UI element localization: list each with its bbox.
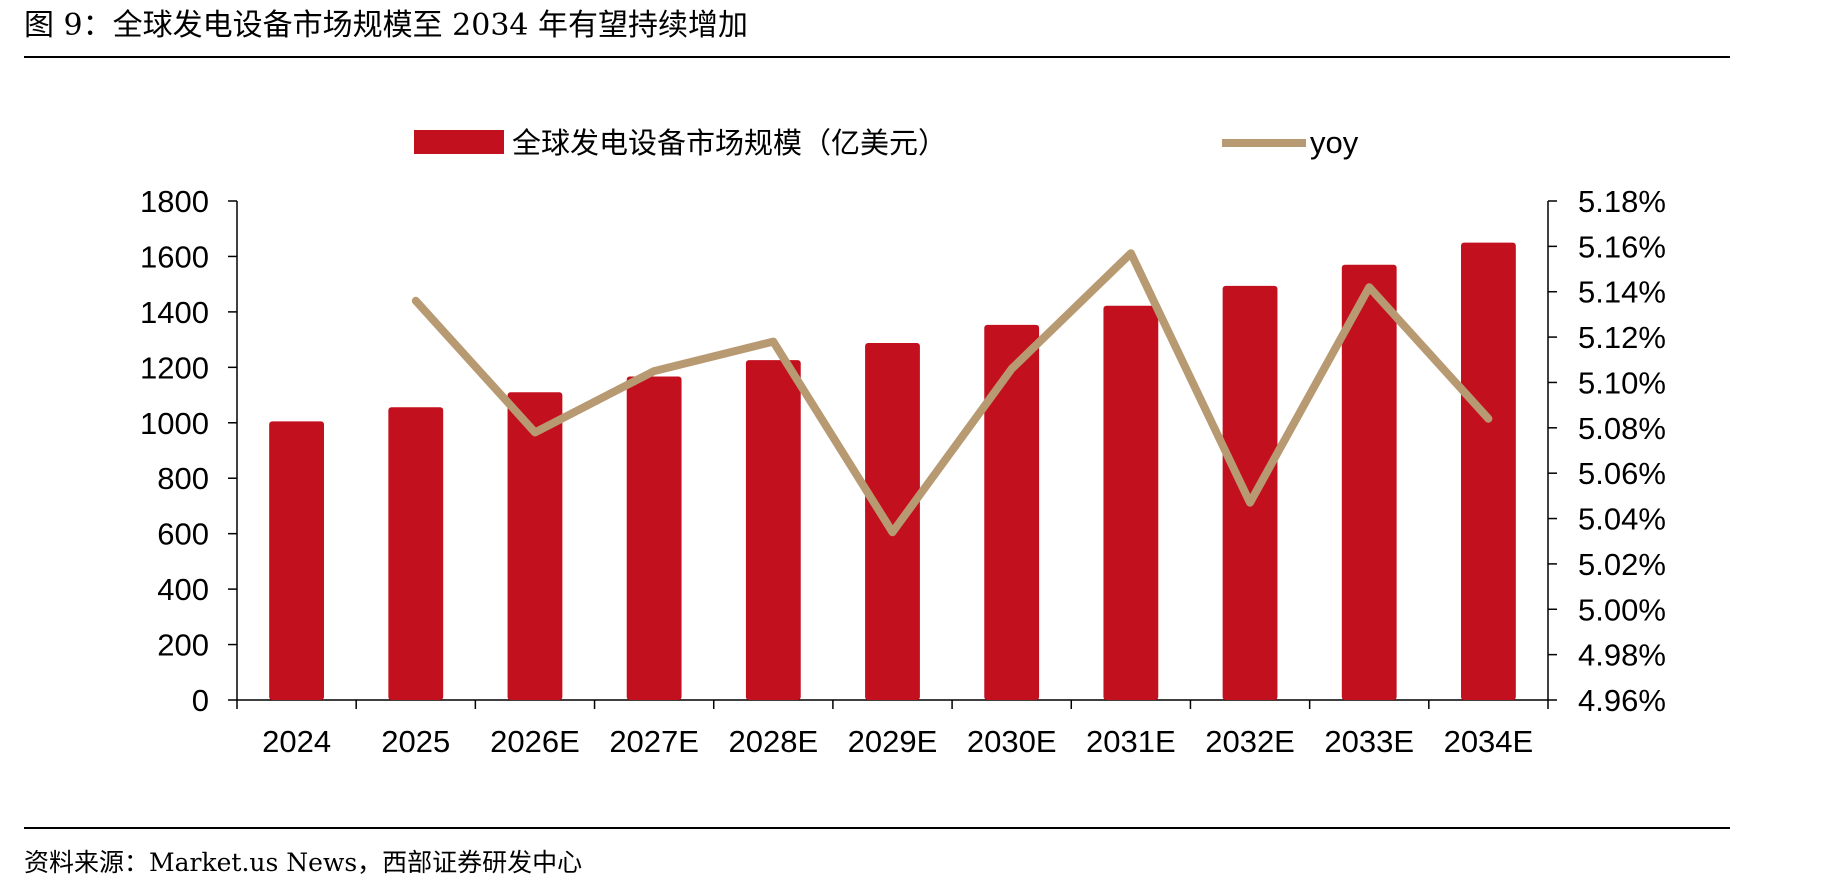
bar	[1103, 305, 1159, 700]
x-tick-label: 2034E	[1444, 724, 1534, 759]
y-right-tick-label: 5.08%	[1578, 411, 1666, 446]
bar	[269, 421, 325, 700]
legend-swatch-market-size	[414, 130, 504, 154]
y-left-tick-label: 1400	[140, 295, 209, 330]
bar	[388, 407, 444, 700]
yoy-point	[533, 431, 536, 434]
yoy-point	[1249, 501, 1252, 504]
bar	[507, 392, 563, 700]
y-left-tick-label: 400	[157, 572, 209, 607]
figure-title: 图 9：全球发电设备市场规模至 2034 年有望持续增加	[24, 8, 749, 43]
y-left-tick-label: 1000	[140, 406, 209, 441]
x-axis-labels: 2024 2025 2026E 2027E 2028E 2029E 2030E 2031E 20…	[262, 724, 1533, 759]
yoy-point	[1487, 417, 1490, 420]
x-tick-label: 2024	[262, 724, 331, 759]
y-right-tick-label: 5.18%	[1578, 184, 1666, 219]
x-tick-label: 2028E	[728, 724, 818, 759]
chart: 全球发电设备市场规模（亿美元） yoy 0 200 400 600 800 1000 120…	[140, 125, 1666, 759]
x-tick-label: 2033E	[1324, 724, 1414, 759]
y-right-tick-label: 5.06%	[1578, 456, 1666, 491]
x-tick-label: 2027E	[609, 724, 699, 759]
x-tick-label: 2029E	[848, 724, 938, 759]
y-left-tick-label: 0	[192, 683, 209, 718]
x-tick-label: 2032E	[1205, 724, 1295, 759]
bar	[1460, 242, 1516, 701]
y-left-tick-label: 200	[157, 628, 209, 663]
yoy-point	[891, 531, 894, 534]
bar	[745, 360, 801, 700]
legend-label-yoy: yoy	[1310, 125, 1359, 160]
y-right-tick-label: 4.96%	[1578, 683, 1666, 718]
source-rule	[24, 827, 1730, 829]
bar	[865, 342, 920, 700]
y-right-tick-label: 5.00%	[1578, 592, 1666, 627]
yoy-point	[1129, 252, 1132, 255]
bar-series	[269, 242, 1516, 701]
yoy-point	[653, 370, 656, 373]
y-left-tick-label: 800	[157, 461, 209, 496]
yoy-point	[1010, 367, 1013, 370]
legend-label-market-size: 全球发电设备市场规模（亿美元）	[512, 126, 947, 160]
yoy-point	[1368, 286, 1371, 289]
y-right-tick-label: 5.16%	[1578, 229, 1666, 264]
y-right-tick-label: 5.12%	[1578, 320, 1666, 355]
y-right-tick-label: 5.14%	[1578, 275, 1666, 310]
x-tick-label: 2031E	[1086, 724, 1176, 759]
legend: 全球发电设备市场规模（亿美元） yoy	[414, 125, 1359, 160]
y-right-tick-label: 5.04%	[1578, 502, 1666, 537]
y-left-tick-label: 1800	[140, 184, 209, 219]
line-series	[411, 249, 1493, 537]
y-left-tick-label: 1600	[140, 239, 209, 274]
axes: 0 200 400 600 800 1000 1200 1400 1600 1800 4.96% 4.…	[140, 184, 1666, 718]
yoy-point	[414, 299, 417, 302]
y-right-tick-label: 4.98%	[1578, 638, 1666, 673]
x-tick-label: 2030E	[967, 724, 1057, 759]
y-right-tick-label: 5.10%	[1578, 365, 1666, 400]
bar	[1341, 264, 1397, 700]
y-left-tick-label: 600	[157, 517, 209, 552]
bar	[626, 376, 682, 700]
title-rule	[24, 56, 1730, 58]
yoy-point	[772, 340, 775, 343]
y-left-tick-label: 1200	[140, 350, 209, 385]
x-tick-label: 2025	[381, 724, 450, 759]
bar	[1222, 285, 1278, 700]
bar	[984, 324, 1040, 700]
source-note: 资料来源：Market.us News，西部证券研发中心	[24, 848, 583, 877]
x-tick-label: 2026E	[490, 724, 580, 759]
yoy-line	[411, 249, 1493, 537]
y-right-tick-label: 5.02%	[1578, 547, 1666, 582]
